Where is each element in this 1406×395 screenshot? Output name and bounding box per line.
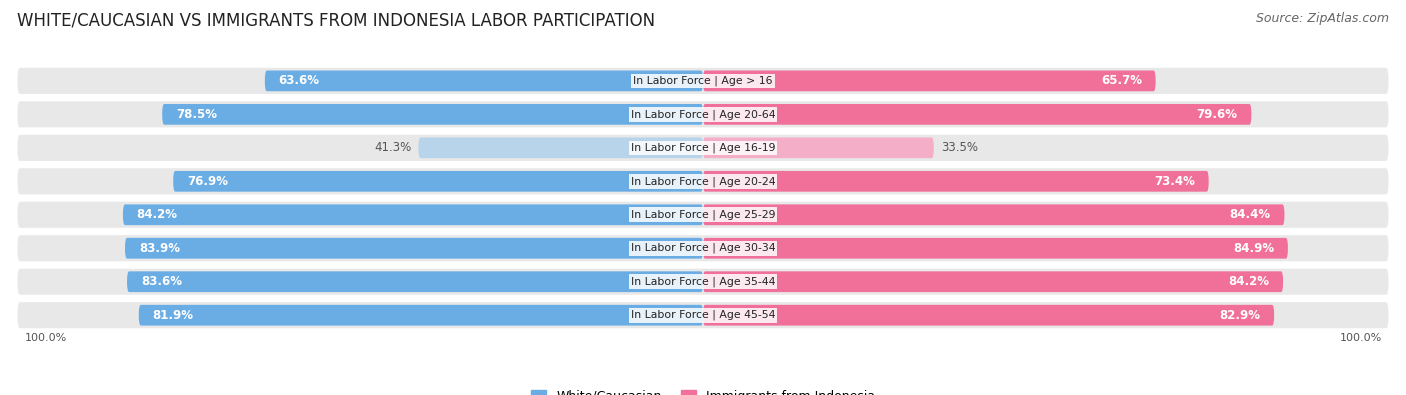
- FancyBboxPatch shape: [703, 305, 1274, 325]
- FancyBboxPatch shape: [122, 204, 703, 225]
- Text: 84.4%: 84.4%: [1230, 208, 1271, 221]
- Text: Source: ZipAtlas.com: Source: ZipAtlas.com: [1256, 12, 1389, 25]
- FancyBboxPatch shape: [17, 302, 1389, 328]
- Text: 100.0%: 100.0%: [1340, 333, 1382, 343]
- FancyBboxPatch shape: [703, 238, 1288, 259]
- Legend: White/Caucasian, Immigrants from Indonesia: White/Caucasian, Immigrants from Indones…: [531, 389, 875, 395]
- FancyBboxPatch shape: [703, 171, 1209, 192]
- Text: In Labor Force | Age 25-29: In Labor Force | Age 25-29: [631, 209, 775, 220]
- FancyBboxPatch shape: [17, 68, 1389, 94]
- Text: 82.9%: 82.9%: [1219, 309, 1260, 322]
- Text: 79.6%: 79.6%: [1197, 108, 1237, 121]
- FancyBboxPatch shape: [17, 101, 1389, 128]
- Text: In Labor Force | Age 35-44: In Labor Force | Age 35-44: [631, 276, 775, 287]
- Text: In Labor Force | Age 30-34: In Labor Force | Age 30-34: [631, 243, 775, 254]
- Text: 73.4%: 73.4%: [1154, 175, 1195, 188]
- FancyBboxPatch shape: [17, 135, 1389, 161]
- FancyBboxPatch shape: [162, 104, 703, 125]
- Text: 65.7%: 65.7%: [1101, 74, 1142, 87]
- Text: 83.6%: 83.6%: [141, 275, 181, 288]
- FancyBboxPatch shape: [17, 235, 1389, 261]
- FancyBboxPatch shape: [264, 70, 703, 91]
- Text: 63.6%: 63.6%: [278, 74, 319, 87]
- FancyBboxPatch shape: [17, 202, 1389, 228]
- Text: 84.9%: 84.9%: [1233, 242, 1274, 255]
- FancyBboxPatch shape: [125, 238, 703, 259]
- Text: 41.3%: 41.3%: [374, 141, 412, 154]
- Text: WHITE/CAUCASIAN VS IMMIGRANTS FROM INDONESIA LABOR PARTICIPATION: WHITE/CAUCASIAN VS IMMIGRANTS FROM INDON…: [17, 12, 655, 30]
- Text: In Labor Force | Age 20-24: In Labor Force | Age 20-24: [631, 176, 775, 186]
- Text: In Labor Force | Age 16-19: In Labor Force | Age 16-19: [631, 143, 775, 153]
- Text: 100.0%: 100.0%: [24, 333, 66, 343]
- Text: 84.2%: 84.2%: [136, 208, 177, 221]
- FancyBboxPatch shape: [703, 271, 1284, 292]
- FancyBboxPatch shape: [703, 104, 1251, 125]
- FancyBboxPatch shape: [17, 269, 1389, 295]
- FancyBboxPatch shape: [139, 305, 703, 325]
- Text: In Labor Force | Age 20-64: In Labor Force | Age 20-64: [631, 109, 775, 120]
- FancyBboxPatch shape: [703, 70, 1156, 91]
- FancyBboxPatch shape: [173, 171, 703, 192]
- FancyBboxPatch shape: [703, 204, 1285, 225]
- FancyBboxPatch shape: [127, 271, 703, 292]
- Text: 76.9%: 76.9%: [187, 175, 228, 188]
- Text: 81.9%: 81.9%: [152, 309, 194, 322]
- Text: 33.5%: 33.5%: [941, 141, 977, 154]
- Text: 83.9%: 83.9%: [139, 242, 180, 255]
- FancyBboxPatch shape: [703, 137, 934, 158]
- FancyBboxPatch shape: [419, 137, 703, 158]
- Text: 78.5%: 78.5%: [176, 108, 217, 121]
- Text: 84.2%: 84.2%: [1229, 275, 1270, 288]
- Text: In Labor Force | Age 45-54: In Labor Force | Age 45-54: [631, 310, 775, 320]
- Text: In Labor Force | Age > 16: In Labor Force | Age > 16: [633, 75, 773, 86]
- FancyBboxPatch shape: [17, 168, 1389, 194]
